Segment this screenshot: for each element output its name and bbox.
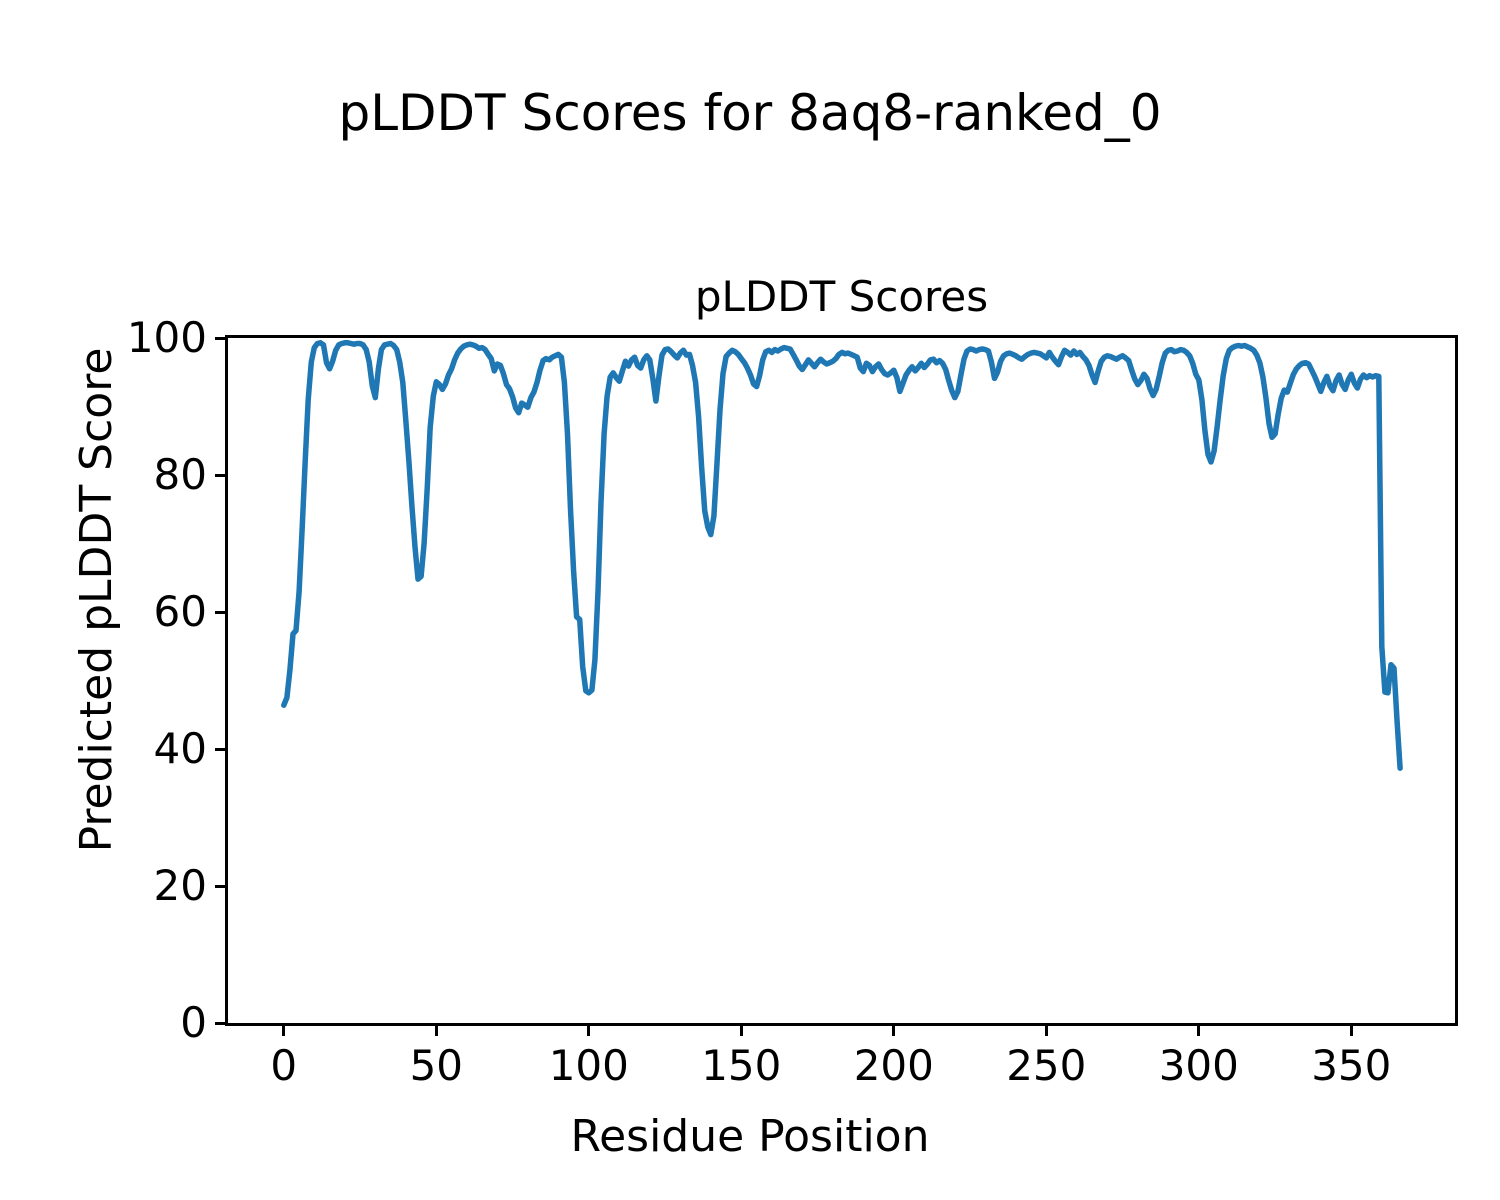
y-tick-label: 100	[126, 313, 207, 362]
x-tick-label: 100	[548, 1041, 629, 1090]
x-tick-label: 200	[853, 1041, 934, 1090]
y-tick-mark	[215, 884, 228, 888]
x-tick-mark	[892, 1023, 896, 1036]
x-tick-mark	[434, 1023, 438, 1036]
figure-title: pLDDT Scores for 8aq8-ranked_0	[338, 84, 1162, 142]
x-tick-label: 350	[1311, 1041, 1392, 1090]
y-tick-label: 80	[153, 450, 207, 499]
y-tick-label: 40	[153, 724, 207, 773]
x-tick-label: 250	[1006, 1041, 1087, 1090]
y-tick-label: 60	[153, 587, 207, 636]
x-tick-mark	[282, 1023, 286, 1036]
y-tick-mark	[215, 1021, 228, 1025]
x-tick-mark	[1197, 1023, 1201, 1036]
y-tick-mark	[215, 336, 228, 340]
x-tick-mark	[739, 1023, 743, 1036]
axes-title: pLDDT Scores	[694, 272, 989, 321]
x-tick-label: 300	[1158, 1041, 1239, 1090]
y-tick-label: 0	[180, 998, 207, 1047]
y-tick-mark	[215, 747, 228, 751]
y-tick-label: 20	[153, 861, 207, 910]
y-tick-mark	[215, 473, 228, 477]
x-tick-mark	[587, 1023, 591, 1036]
x-tick-label: 50	[409, 1041, 464, 1090]
x-tick-label: 150	[701, 1041, 782, 1090]
plddt-line-chart	[281, 340, 1403, 771]
x-tick-mark	[1044, 1023, 1048, 1036]
plot-area	[225, 335, 1458, 1026]
x-axis-label: Residue Position	[570, 1111, 930, 1162]
plddt-line	[281, 340, 1403, 771]
y-tick-mark	[215, 610, 228, 614]
x-tick-mark	[1349, 1023, 1353, 1036]
x-tick-label: 0	[270, 1041, 298, 1090]
